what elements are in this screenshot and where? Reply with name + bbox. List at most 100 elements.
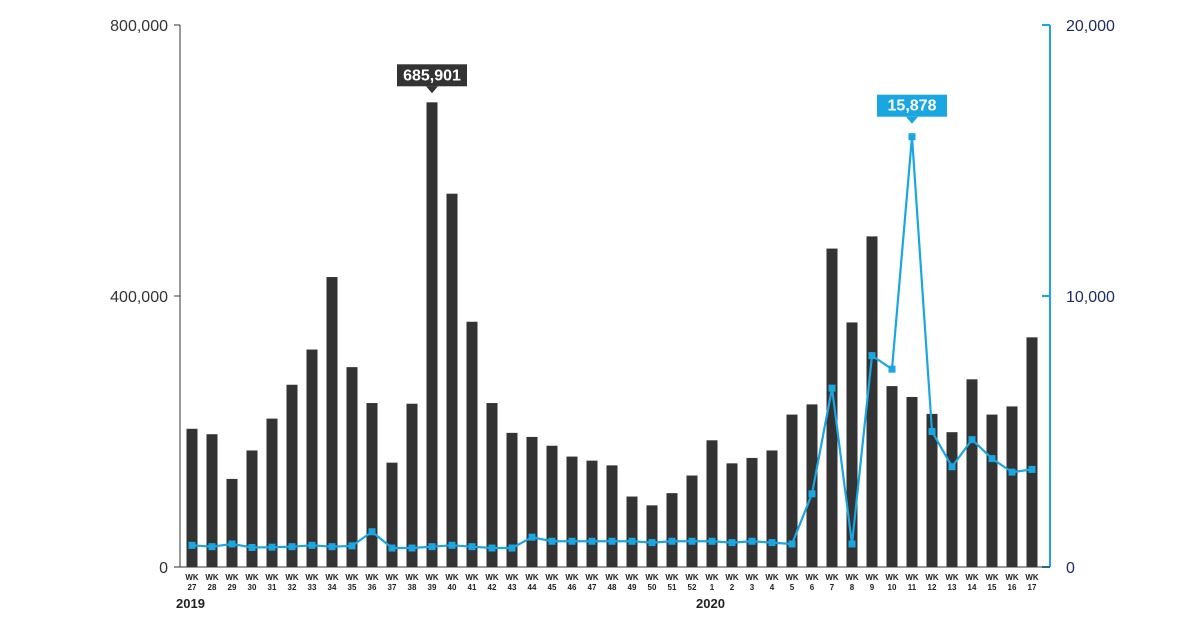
category-label-wk: WK [545,573,559,582]
line-point [828,384,836,392]
category-label-wk: WK [645,573,659,582]
bar [346,367,358,567]
bar [586,460,598,567]
category-label-num: 29 [228,583,237,592]
bar [406,403,418,567]
line-point [668,537,676,545]
category-label-wk: WK [285,573,299,582]
bar [446,193,458,567]
line-point [208,543,216,551]
bar [726,463,738,567]
category-label-num: 44 [528,583,537,592]
bar [466,321,478,567]
bar [986,414,998,567]
bar [386,462,398,567]
category-label-num: 45 [548,583,557,592]
category-label-wk: WK [765,573,779,582]
line-point [228,540,236,548]
bar [186,428,198,567]
line-point [448,541,456,549]
category-label-wk: WK [405,573,419,582]
bar [886,386,898,567]
line-point [468,543,476,551]
category-label-num: 7 [830,583,835,592]
callout-box [877,94,947,117]
line-point [288,543,296,551]
category-label-num: 50 [648,583,657,592]
category-label-wk: WK [745,573,759,582]
category-label-wk: WK [605,573,619,582]
category-label-wk: WK [225,573,239,582]
line-point [568,537,576,545]
category-label-wk: WK [785,573,799,582]
line-point [968,436,976,444]
line-point [928,428,936,435]
line-point [508,544,516,552]
bar [766,450,778,567]
category-label-num: 16 [1008,583,1017,592]
line-point [688,537,696,545]
callout-pointer [906,116,918,124]
callout-label: 15,878 [888,98,937,115]
right-axis-tick-label: 0 [1066,560,1075,577]
bar [906,396,918,567]
category-label-wk: WK [465,573,479,582]
category-label-wk: WK [365,573,379,582]
left-axis-tick-label: 800,000 [110,18,168,35]
category-label-num: 41 [468,583,477,592]
line-point [408,544,416,552]
line-point [428,543,436,551]
bar [846,322,858,567]
line-point [588,537,596,545]
bar [746,457,758,567]
right-axis-tick-label: 10,000 [1066,289,1115,306]
bar [426,102,438,568]
line-point [728,539,736,547]
category-label-wk: WK [905,573,919,582]
category-label-num: 42 [488,583,497,592]
line-point [1028,465,1036,473]
category-label-wk: WK [805,573,819,582]
line-point [308,541,316,549]
category-label-num: 14 [968,583,977,592]
line-point [888,365,896,373]
category-label-num: 13 [948,583,957,592]
line-point [648,539,656,547]
category-label-num: 8 [850,583,855,592]
bar [866,236,878,567]
category-label-num: 32 [288,583,297,592]
bar [266,418,278,567]
bar [506,432,518,567]
line-point [388,544,396,552]
bar [566,456,578,567]
line-point [548,537,556,545]
line-point [948,463,956,471]
line-point [368,528,376,536]
right-axis-tick-label: 20,000 [1066,18,1115,35]
line-point [708,537,716,545]
category-label-num: 39 [428,583,437,592]
category-label-num: 43 [508,583,517,592]
category-label-wk: WK [1005,573,1019,582]
category-label-wk: WK [205,573,219,582]
bar [706,440,718,567]
category-label-wk: WK [1025,573,1039,582]
line-point [628,537,636,545]
line-point [748,537,756,545]
category-label-wk: WK [825,573,839,582]
callout-pointer [426,86,438,94]
line-point [328,543,336,551]
category-label-num: 12 [928,583,937,592]
line-point [268,543,276,551]
bar [326,277,338,567]
category-label-wk: WK [705,573,719,582]
left-axis-tick-label: 0 [159,560,168,577]
category-label-wk: WK [565,573,579,582]
bar [626,496,638,567]
category-label-num: 15 [988,583,997,592]
line-point [768,539,776,547]
category-label-num: 46 [568,583,577,592]
bar [786,414,798,567]
category-label-wk: WK [685,573,699,582]
year-label: 2019 [176,596,205,611]
